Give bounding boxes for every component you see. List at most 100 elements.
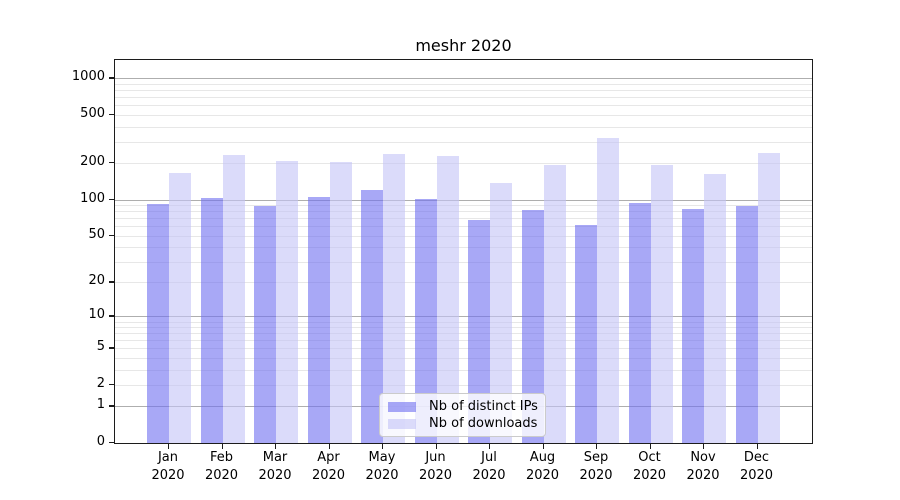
- y-tick-label: 5: [96, 339, 105, 355]
- y-tick-label: 0: [96, 434, 105, 449]
- bar-downloads: [169, 173, 191, 443]
- bar-distinct-ips: [200, 198, 223, 443]
- x-tick-label: Jun 2020: [418, 450, 453, 483]
- plot-area: Nb of distinct IPs Nb of downloads: [114, 59, 813, 444]
- bar-distinct-ips: [307, 196, 330, 443]
- x-tick-mark: [435, 444, 437, 449]
- x-tick-label: Nov 2020: [686, 450, 720, 483]
- bar-distinct-ips: [414, 198, 437, 443]
- x-tick-label: Apr 2020: [311, 450, 346, 483]
- bar-distinct-ips: [361, 189, 383, 443]
- x-tick-label: Feb 2020: [204, 450, 239, 483]
- bar-downloads: [383, 154, 405, 443]
- gridline-minor: [115, 333, 812, 335]
- gridline-minor: [115, 141, 812, 143]
- x-tick-mark: [649, 444, 651, 449]
- gridline-minor: [115, 205, 812, 206]
- y-tick-mark: [109, 315, 114, 317]
- bar-distinct-ips: [468, 220, 490, 443]
- bar-distinct-ips: [575, 225, 597, 443]
- y-tick-label: 50: [88, 226, 105, 242]
- y-tick-label: 20: [88, 273, 105, 289]
- x-tick-mark: [275, 444, 277, 449]
- chart-title: meshr 2020: [415, 36, 512, 55]
- x-tick-label: Aug 2020: [525, 450, 560, 483]
- y-tick-label: 1: [96, 397, 105, 413]
- legend-label-distinct-ips: Nb of distinct IPs: [429, 399, 538, 414]
- gridline-major: [115, 316, 812, 318]
- bar-distinct-ips: [628, 202, 651, 443]
- x-tick-mark: [542, 444, 544, 449]
- y-tick-mark: [109, 384, 114, 386]
- x-tick-label: May 2020: [365, 450, 399, 483]
- x-tick-label: Sep 2020: [579, 450, 613, 483]
- bar-downloads: [436, 156, 459, 443]
- gridline-minor: [115, 126, 812, 128]
- legend-item-distinct-ips: Nb of distinct IPs: [388, 398, 538, 415]
- gridline-minor: [115, 327, 812, 329]
- y-tick-mark: [109, 281, 114, 283]
- gridline-minor: [115, 226, 812, 228]
- bar-downloads: [276, 160, 298, 443]
- gridline-minor: [115, 84, 812, 86]
- x-tick-label: Oct 2020: [632, 450, 667, 483]
- y-tick-mark: [109, 442, 114, 444]
- gridline-minor: [115, 163, 812, 165]
- y-tick-label: 10: [88, 307, 105, 323]
- y-tick-mark: [109, 114, 114, 116]
- gridline-minor: [115, 340, 812, 342]
- bar-distinct-ips: [735, 206, 758, 443]
- bar-downloads: [222, 154, 245, 443]
- gridline-minor: [115, 211, 812, 213]
- y-tick-mark: [109, 162, 114, 164]
- gridline-minor: [115, 218, 812, 220]
- bar-downloads: [597, 138, 619, 443]
- bar-downloads: [757, 152, 780, 443]
- bar-downloads: [543, 164, 566, 443]
- bar-downloads: [490, 182, 512, 443]
- y-tick-label: 100: [80, 190, 105, 206]
- gridline-minor: [115, 90, 812, 92]
- bar-distinct-ips: [682, 209, 704, 443]
- y-tick-mark: [109, 347, 114, 349]
- bar-distinct-ips: [521, 209, 544, 443]
- x-tick-mark: [489, 444, 491, 449]
- gridline-minor: [115, 385, 812, 387]
- x-tick-mark: [328, 444, 330, 449]
- legend-item-downloads: Nb of downloads: [388, 415, 537, 432]
- bar-downloads: [650, 165, 673, 443]
- gridline-major: [115, 78, 812, 80]
- x-tick-label: Mar 2020: [258, 450, 292, 483]
- legend-label-downloads: Nb of downloads: [429, 416, 538, 431]
- x-tick-mark: [756, 444, 758, 449]
- gridline-minor: [115, 115, 812, 116]
- x-tick-mark: [382, 444, 384, 449]
- gridline-minor: [115, 282, 812, 284]
- gridline-minor: [115, 97, 812, 99]
- gridline-major: [115, 199, 812, 201]
- bar-downloads: [704, 173, 726, 443]
- y-tick-mark: [109, 77, 114, 79]
- y-tick-label: 200: [80, 154, 105, 170]
- bar-distinct-ips: [254, 206, 276, 443]
- y-tick-label: 500: [80, 106, 105, 121]
- x-tick-mark: [596, 444, 598, 449]
- y-tick-mark: [109, 405, 114, 407]
- y-tick-mark: [109, 234, 114, 236]
- legend-swatch-distinct-ips: [388, 401, 416, 412]
- x-tick-label: Dec 2020: [739, 450, 774, 483]
- gridline-minor: [115, 358, 812, 360]
- gridline-minor: [115, 261, 812, 263]
- x-tick-mark: [168, 444, 170, 449]
- y-tick-label: 1000: [71, 69, 105, 85]
- x-tick-label: Jan 2020: [151, 450, 185, 483]
- x-tick-mark: [221, 444, 223, 449]
- gridline-minor: [115, 105, 812, 107]
- bar-distinct-ips: [147, 203, 169, 443]
- gridline-minor: [115, 348, 812, 350]
- legend-swatch-downloads: [388, 418, 416, 429]
- gridline-minor: [115, 321, 812, 323]
- x-tick-mark: [703, 444, 705, 449]
- y-tick-label: 2: [96, 376, 105, 392]
